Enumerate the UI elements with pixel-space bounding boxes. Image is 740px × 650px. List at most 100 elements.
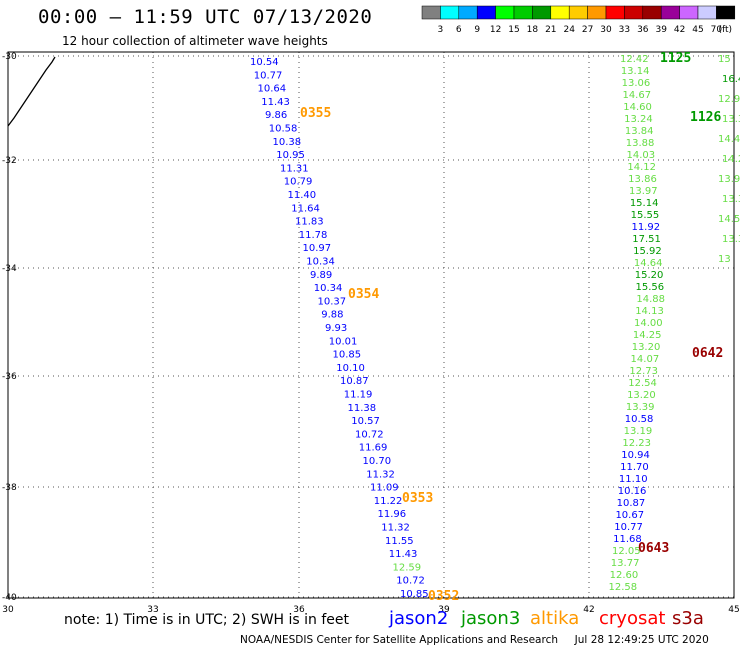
swh-value: 16.4: [722, 74, 740, 85]
swh-value: 10.94: [621, 450, 650, 461]
map-frame: [7, 51, 735, 599]
swh-value: 17.51: [632, 234, 661, 245]
swh-value: 10.57: [351, 416, 380, 427]
swh-value: 13.77: [611, 558, 640, 569]
pass-id-label: 1125: [660, 51, 691, 66]
colorbar-swatch: [679, 5, 699, 20]
swh-value: 10.70: [363, 456, 392, 467]
swh-value: 11.38: [348, 403, 377, 414]
colorbar-label: 70: [711, 25, 723, 35]
colorbar-label: 3: [438, 25, 444, 35]
swh-value: 10.87: [617, 498, 646, 509]
swh-value: 12.42: [620, 54, 649, 65]
swh-value: 12.54: [628, 378, 657, 389]
colorbar-swatch: [476, 5, 496, 20]
swh-value: 10.95: [276, 150, 305, 161]
swh-value: 14.03: [627, 150, 656, 161]
swh-value: 10.67: [615, 510, 644, 521]
swh-value: 15.55: [631, 210, 660, 221]
swh-value: 13.3: [722, 194, 740, 205]
swh-value: 13.97: [629, 186, 658, 197]
lon-label: 30: [2, 605, 14, 615]
legend-altika: altika: [530, 608, 580, 629]
swh-value: 11.83: [295, 217, 324, 228]
legend-jason3: jason3: [461, 608, 521, 629]
colorbar-swatch: [642, 5, 662, 20]
colorbar-label: 39: [655, 25, 667, 35]
swh-value: 9.89: [310, 270, 332, 281]
lat-label: -32: [2, 156, 17, 166]
coastline: [7, 56, 56, 127]
swh-value: 15: [718, 54, 731, 65]
swh-value: 15.92: [633, 246, 662, 257]
colorbar-swatch: [532, 5, 552, 20]
swh-value: 14.00: [634, 318, 663, 329]
swh-value: 10.38: [273, 137, 302, 148]
swh-value: 14.12: [627, 162, 656, 173]
colorbar-unit: (ft): [718, 25, 732, 35]
altimeter-tracks: 10.54 10.77 10.64 11.43 9.86 10.58 10.38 10.95 1…: [250, 54, 740, 600]
pass-id-label: 0355: [300, 106, 331, 121]
colorbar-label: 27: [582, 25, 593, 35]
swh-value: 11.70: [620, 462, 649, 473]
map-subtitle: 12 hour collection of altimeter wave hei…: [62, 34, 328, 48]
colorbar-label: 30: [600, 25, 612, 35]
colorbar-swatch: [568, 5, 588, 20]
swh-value: 14.67: [622, 90, 651, 101]
colorbar-swatch: [550, 5, 570, 20]
swh-value: 10.97: [303, 243, 332, 254]
swh-value: 12.73: [629, 366, 658, 377]
colorbar-swatch: [440, 5, 460, 20]
swh-value: 14.5: [718, 214, 740, 225]
swh-value: 13.20: [632, 342, 661, 353]
swh-value: 13.06: [622, 78, 651, 89]
swh-value: 9.88: [321, 310, 343, 321]
lat-label: -36: [2, 372, 17, 382]
swh-value: 10.85: [333, 350, 362, 361]
swh-value: 13.14: [621, 66, 650, 77]
swh-value: 13.35: [722, 114, 740, 125]
swh-value: 10.37: [318, 296, 347, 307]
colorbar-label: 15: [508, 25, 519, 35]
legend-note: note: 1) Time is in UTC; 2) SWH is in fe…: [64, 612, 350, 628]
colorbar-label: 36: [637, 25, 649, 35]
colorbar-swatch: [495, 5, 515, 20]
swh-value: 11.32: [366, 469, 395, 480]
swh-value: 11.10: [619, 474, 648, 485]
colorbar-label: 45: [692, 25, 703, 35]
lon-label: 39: [438, 605, 450, 615]
swh-value: 10.85: [400, 589, 429, 600]
pass-id-label: 0352: [428, 589, 459, 604]
pass-id-label: 0353: [402, 491, 433, 506]
lon-label: 33: [147, 605, 158, 615]
swh-value: 13.9: [718, 174, 740, 185]
legend-jason2: jason2: [389, 608, 449, 629]
swh-value: 14.13: [635, 306, 664, 317]
swh-value: 12.60: [610, 570, 639, 581]
swh-value: 11.69: [359, 443, 388, 454]
colorbar-swatch: [716, 5, 736, 20]
lat-label: -34: [2, 264, 17, 274]
colorbar-swatch: [605, 5, 625, 20]
swh-value: 14.25: [633, 330, 662, 341]
colorbar-swatch: [697, 5, 717, 20]
swh-value: 10.58: [269, 124, 298, 135]
swh-value: 10.77: [254, 70, 283, 81]
swh-value: 14.60: [623, 102, 652, 113]
pass-labels: 0355 0354 0353 0352 1125 1126 0642 0643: [300, 51, 723, 604]
swh-value: 11.55: [385, 536, 414, 547]
colorbar-label: 24: [563, 25, 575, 35]
swh-value: 11.92: [631, 222, 660, 233]
pass-id-label: 0642: [692, 346, 723, 361]
pass-id-label: 0643: [638, 541, 669, 556]
swh-value: 11.22: [374, 496, 403, 507]
swh-value: 13.24: [624, 114, 653, 125]
lat-label: -30: [2, 52, 17, 62]
swh-value: 11.43: [389, 549, 418, 560]
lat-label: -38: [2, 483, 17, 493]
swh-value: 14.07: [631, 354, 660, 365]
swh-value: 12.23: [622, 438, 651, 449]
frame-border: [7, 51, 735, 599]
swh-value: 10.16: [618, 486, 647, 497]
